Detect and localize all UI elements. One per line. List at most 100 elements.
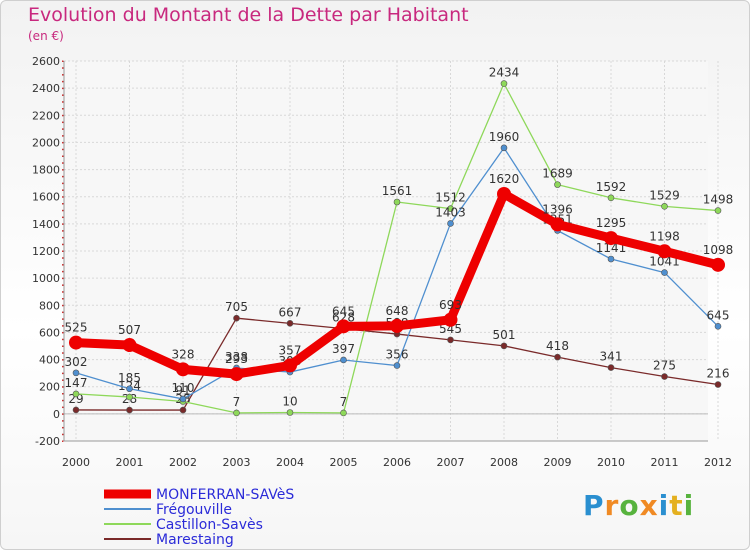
data-point xyxy=(447,220,454,227)
brand-letter: o xyxy=(619,489,640,522)
y-minor-tick xyxy=(62,372,64,375)
y-tick-label: -200 xyxy=(35,435,60,448)
data-point xyxy=(229,367,244,382)
y-tick-label: 1200 xyxy=(32,245,60,258)
y-minor-tick xyxy=(62,94,64,96)
y-tick-label: 2600 xyxy=(32,55,60,68)
y-minor-tick xyxy=(62,250,64,252)
data-point xyxy=(69,335,83,350)
data-label: 1620 xyxy=(489,172,520,186)
data-point xyxy=(661,373,668,380)
y-tick-label: 200 xyxy=(39,381,60,394)
y-minor-tick xyxy=(62,80,64,83)
data-label: 1295 xyxy=(596,216,627,230)
data-label: 185 xyxy=(118,371,141,385)
y-tick-label: 2400 xyxy=(32,82,60,95)
data-label: 693 xyxy=(439,298,462,312)
data-point xyxy=(500,144,508,152)
data-label: 275 xyxy=(653,359,676,373)
y-minor-tick xyxy=(62,108,64,110)
y-tick-label: 600 xyxy=(39,326,60,339)
data-label: 1098 xyxy=(703,243,734,257)
data-point xyxy=(283,358,297,373)
y-minor-tick xyxy=(62,182,64,185)
y-minor-tick xyxy=(62,128,64,130)
brand-letter: r xyxy=(604,489,620,522)
y-tick-label: 800 xyxy=(39,299,60,312)
data-label: 328 xyxy=(172,347,195,361)
data-point xyxy=(607,255,615,263)
data-label: 216 xyxy=(707,367,730,381)
y-minor-tick xyxy=(62,379,64,381)
data-point xyxy=(711,257,725,272)
y-minor-tick xyxy=(62,60,64,62)
y-minor-tick xyxy=(62,155,64,157)
y-minor-tick xyxy=(62,196,64,198)
y-minor-tick xyxy=(62,243,64,246)
y-minor-tick xyxy=(62,121,64,124)
data-point xyxy=(179,395,187,403)
brand-letter: i xyxy=(658,489,670,522)
data-label: 645 xyxy=(707,308,730,322)
y-minor-tick xyxy=(62,209,64,212)
y-tick-label: 1600 xyxy=(32,191,60,204)
y-minor-tick xyxy=(62,331,64,334)
y-minor-tick xyxy=(62,277,64,280)
legend-label: Marestaing xyxy=(156,532,234,548)
data-point xyxy=(126,406,133,414)
brand-letter: i xyxy=(683,489,695,522)
y-tick-label: 400 xyxy=(39,354,60,367)
y-minor-tick xyxy=(62,318,64,320)
data-label: 645 xyxy=(332,304,355,318)
data-point xyxy=(126,393,133,401)
data-point xyxy=(661,269,668,276)
x-tick-label: 2002 xyxy=(169,456,197,469)
y-minor-tick xyxy=(62,101,64,103)
data-label: 110 xyxy=(172,381,195,395)
data-label: 628 xyxy=(332,311,355,325)
brand-letter: P xyxy=(583,489,605,522)
data-point xyxy=(554,353,561,361)
data-label: 1960 xyxy=(489,130,520,144)
data-label: 1498 xyxy=(703,193,734,207)
y-minor-tick xyxy=(62,386,64,388)
data-label: 1041 xyxy=(649,255,680,269)
data-point xyxy=(661,203,668,210)
y-minor-tick xyxy=(62,345,64,347)
data-point xyxy=(607,194,615,202)
y-minor-tick xyxy=(62,169,64,171)
data-point xyxy=(122,338,137,353)
data-label: 1592 xyxy=(596,180,627,194)
data-point xyxy=(336,319,351,334)
data-point xyxy=(126,385,133,393)
data-point xyxy=(72,369,80,377)
y-minor-tick xyxy=(62,352,64,354)
data-label: 418 xyxy=(546,339,569,353)
data-label: 545 xyxy=(439,322,462,336)
y-minor-tick xyxy=(62,74,64,76)
legend-label: Frégouville xyxy=(156,502,232,518)
y-minor-tick xyxy=(62,325,64,327)
y-minor-tick xyxy=(62,203,64,205)
y-minor-tick xyxy=(62,162,64,164)
data-label: 397 xyxy=(332,342,355,356)
y-minor-tick xyxy=(62,87,64,90)
y-minor-tick xyxy=(62,264,64,266)
data-label: 525 xyxy=(65,321,88,335)
y-minor-tick xyxy=(62,114,64,117)
data-point xyxy=(176,362,190,377)
x-tick-label: 2011 xyxy=(651,456,679,469)
y-minor-tick xyxy=(62,413,64,415)
data-label: 341 xyxy=(600,350,623,364)
chart-title: Evolution du Montant de la Dette par Hab… xyxy=(28,4,469,26)
legend-label: Castillon-Savès xyxy=(156,517,263,533)
data-point xyxy=(393,362,401,369)
x-tick-label: 2000 xyxy=(62,456,90,469)
data-point xyxy=(179,406,187,414)
data-point xyxy=(447,205,454,212)
x-tick-label: 2009 xyxy=(544,456,572,469)
data-label: 1403 xyxy=(435,205,466,219)
x-tick-label: 2010 xyxy=(597,456,625,469)
y-minor-tick xyxy=(62,406,64,409)
